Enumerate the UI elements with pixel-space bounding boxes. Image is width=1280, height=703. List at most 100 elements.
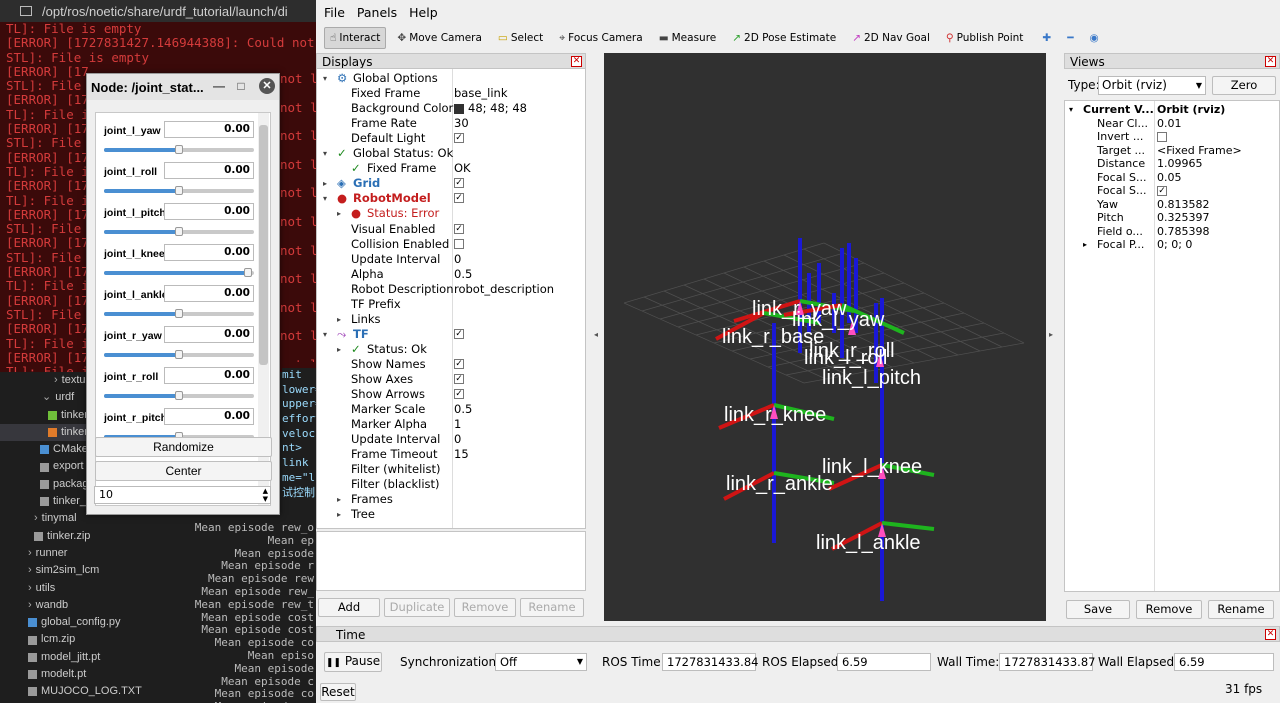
collapse-icon[interactable]: ▸ xyxy=(337,314,342,324)
collapse-icon[interactable]: ▸ xyxy=(1083,240,1088,249)
explorer-item[interactable]: › tinymal xyxy=(0,510,185,527)
joint-value-field[interactable]: 0.00 xyxy=(164,244,254,261)
joint-slider-handle[interactable] xyxy=(175,186,183,195)
view-property-value[interactable]: 0; 0; 0 xyxy=(1157,238,1193,251)
display-row[interactable]: Update Interval 0 xyxy=(317,432,585,447)
view-property-value[interactable]: 0.785398 xyxy=(1157,224,1210,238)
display-row[interactable]: Show Names ✓ xyxy=(317,357,585,372)
view-property-value[interactable]: 0.813582 xyxy=(1157,197,1210,211)
tool-2d-nav-goal[interactable]: ↗ 2D Nav Goal xyxy=(847,27,935,49)
display-row[interactable]: Filter (blacklist) xyxy=(317,477,585,492)
display-value[interactable]: 0.5 xyxy=(454,402,472,417)
joint-slider-track[interactable] xyxy=(104,268,254,277)
randomize-button[interactable]: Randomize xyxy=(95,437,272,457)
view-property-row[interactable]: Focal S... ✓ xyxy=(1065,184,1279,198)
view-property-row[interactable]: Focal S... 0.05 xyxy=(1065,170,1279,185)
collapse-icon[interactable]: ▸ xyxy=(337,495,342,505)
explorer-item[interactable]: export xyxy=(0,458,185,475)
display-row[interactable]: Alpha 0.5 xyxy=(317,267,585,282)
display-value[interactable]: 15 xyxy=(454,447,469,462)
tool-measure[interactable]: ▬ Measure xyxy=(654,27,722,49)
views-type-select[interactable]: Orbit (rviz) ▼ xyxy=(1098,76,1206,95)
joint-slider-handle[interactable] xyxy=(175,309,183,318)
tool-focus-camera[interactable]: ⌖ Focus Camera xyxy=(554,27,647,49)
minimize-icon[interactable]: — xyxy=(213,79,225,93)
view-property-value[interactable]: Orbit (rviz) xyxy=(1157,103,1226,116)
ros-time-field[interactable]: 1727831433.84 xyxy=(662,653,758,671)
plus-icon[interactable]: ✚ xyxy=(1042,32,1052,44)
view-property-row[interactable]: ▸ Focal P... 0; 0; 0 xyxy=(1065,238,1279,252)
close-icon[interactable]: ✕ xyxy=(571,56,582,67)
checkbox[interactable]: ✓ xyxy=(454,193,464,204)
explorer-item[interactable]: › sim2sim_lcm xyxy=(0,562,185,579)
display-row[interactable]: Frame Timeout 15 xyxy=(317,447,585,462)
explorer-item[interactable]: › textur xyxy=(0,372,185,389)
joint-value-field[interactable]: 0.00 xyxy=(164,162,254,179)
explorer-item[interactable]: › utils xyxy=(0,580,185,597)
joint-slider-handle[interactable] xyxy=(175,227,183,236)
explorer-item[interactable]: tinker_ xyxy=(0,493,185,510)
view-property-row[interactable]: Target ... <Fixed Frame> xyxy=(1065,144,1279,158)
joint-slider-track[interactable] xyxy=(104,350,254,359)
close-icon[interactable]: ✕ xyxy=(259,78,275,94)
display-row[interactable]: ▸ ● Status: Error xyxy=(317,206,585,221)
rename-view-button[interactable]: Rename xyxy=(1208,600,1274,619)
collapse-left-icon[interactable]: ◂ xyxy=(594,330,599,339)
display-row[interactable]: Frame Rate 30 xyxy=(317,116,585,131)
zero-button[interactable]: Zero xyxy=(1212,76,1276,95)
display-row[interactable]: ▸ ✓ Status: Ok xyxy=(317,342,585,357)
collapse-icon[interactable]: ▸ xyxy=(337,209,342,219)
checkbox[interactable]: ✓ xyxy=(454,389,464,400)
display-value[interactable]: 0 xyxy=(454,252,461,267)
view-property-row[interactable]: Invert ... xyxy=(1065,130,1279,144)
view-property-value[interactable]: 1.09965 xyxy=(1157,157,1203,170)
display-value[interactable]: 30 xyxy=(454,116,469,131)
checkbox[interactable]: ✓ xyxy=(1157,186,1167,196)
explorer-item[interactable]: tinker.zip xyxy=(0,528,185,545)
eye-icon[interactable]: ◉ xyxy=(1089,32,1099,44)
joint-value-field[interactable]: 0.00 xyxy=(164,408,254,425)
view-property-value[interactable]: 0.05 xyxy=(1157,170,1182,184)
joint-slider-track[interactable] xyxy=(104,309,254,318)
display-row[interactable]: ✓ Fixed Frame OK xyxy=(317,161,585,176)
expand-icon[interactable]: ▾ xyxy=(323,329,328,339)
explorer-item[interactable]: global_config.py xyxy=(0,614,185,631)
close-icon[interactable]: ✕ xyxy=(1265,56,1276,67)
node-window-titlebar[interactable]: Node: /joint_stat... — □ ✕ xyxy=(87,74,279,100)
view-property-row[interactable]: Field o... 0.785398 xyxy=(1065,224,1279,239)
joint-value-field[interactable]: 0.00 xyxy=(164,367,254,384)
menu-panels[interactable]: Panels xyxy=(356,4,398,20)
display-row[interactable]: Marker Alpha 1 xyxy=(317,417,585,432)
collapse-icon[interactable]: ▸ xyxy=(337,344,342,354)
joint-count-spinbox[interactable]: 10 ▲ ▼ xyxy=(94,486,271,504)
view-property-row[interactable]: Pitch 0.325397 xyxy=(1065,211,1279,225)
wall-elapsed-field[interactable]: 6.59 xyxy=(1174,653,1274,671)
display-value[interactable]: OK xyxy=(454,161,471,176)
tool-publish-point[interactable]: ⚲ Publish Point xyxy=(941,27,1029,49)
explorer-item[interactable]: model_jitt.pt xyxy=(0,649,185,666)
tool-interact[interactable]: ☝ Interact xyxy=(324,27,387,49)
display-value[interactable]: base_link xyxy=(454,86,508,101)
spin-arrows-icon[interactable]: ▲ ▼ xyxy=(262,487,268,503)
display-row[interactable]: Fixed Frame base_link xyxy=(317,86,585,101)
view-property-row[interactable]: Near Cl... 0.01 xyxy=(1065,117,1279,131)
center-button[interactable]: Center xyxy=(95,461,272,481)
checkbox[interactable] xyxy=(454,238,464,249)
remove-view-button[interactable]: Remove xyxy=(1136,600,1202,619)
3d-viewport[interactable]: link_l_yaw link_r_yaw link_r_base link_l_ro… xyxy=(604,53,1046,621)
joint-slider-track[interactable] xyxy=(104,145,254,154)
display-row[interactable]: Marker Scale 0.5 xyxy=(317,402,585,417)
display-row[interactable]: ▾ ✓ Global Status: Ok xyxy=(317,146,585,161)
rename-display-button[interactable]: Rename xyxy=(520,598,584,617)
joint-slider-handle[interactable] xyxy=(175,391,183,400)
view-property-row[interactable]: Distance 1.09965 xyxy=(1065,157,1279,171)
expand-icon[interactable]: ▾ xyxy=(323,149,328,159)
ros-elapsed-field[interactable]: 6.59 xyxy=(837,653,931,671)
explorer-item[interactable]: CMake xyxy=(0,441,185,458)
display-value[interactable]: 0.5 xyxy=(454,267,472,282)
display-row[interactable]: TF Prefix xyxy=(317,297,585,312)
display-value[interactable]: 48; 48; 48 xyxy=(454,101,527,116)
display-row[interactable]: Filter (whitelist) xyxy=(317,462,585,477)
display-row[interactable]: Update Interval 0 xyxy=(317,252,585,267)
display-row[interactable]: Robot Description robot_description xyxy=(317,282,585,297)
